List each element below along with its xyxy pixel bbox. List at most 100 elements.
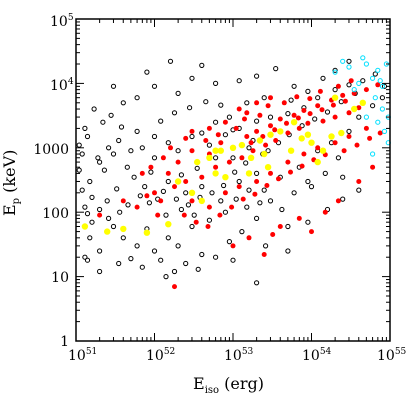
data-point bbox=[279, 206, 285, 213]
data-point bbox=[346, 58, 352, 64]
data-point bbox=[172, 284, 177, 290]
data-point bbox=[322, 170, 328, 176]
data-point bbox=[206, 204, 212, 210]
data-point bbox=[114, 186, 120, 192]
data-point bbox=[97, 248, 103, 254]
data-point bbox=[82, 254, 88, 260]
y-axis-title: Ep (keV) bbox=[0, 150, 22, 216]
data-point bbox=[309, 229, 314, 235]
data-point bbox=[379, 83, 385, 89]
data-point bbox=[194, 165, 200, 171]
data-point bbox=[296, 125, 302, 131]
data-point bbox=[328, 133, 335, 140]
data-point bbox=[81, 223, 89, 230]
data-point bbox=[173, 196, 179, 202]
data-point bbox=[221, 182, 227, 189]
data-point bbox=[189, 133, 195, 140]
data-point bbox=[152, 190, 157, 196]
data-point bbox=[346, 82, 352, 88]
data-point bbox=[118, 124, 125, 130]
data-point bbox=[370, 75, 376, 81]
data-point bbox=[381, 128, 388, 134]
data-point bbox=[375, 82, 381, 88]
data-point bbox=[139, 170, 145, 176]
data-point bbox=[243, 160, 249, 166]
y-tick-label: 1000 bbox=[33, 142, 69, 158]
data-point bbox=[342, 98, 348, 104]
data-point bbox=[250, 148, 256, 154]
data-point bbox=[332, 69, 338, 75]
data-point bbox=[206, 142, 212, 148]
data-point bbox=[277, 128, 284, 135]
data-point bbox=[116, 137, 122, 144]
data-point bbox=[236, 106, 242, 112]
data-point bbox=[167, 58, 174, 64]
data-point bbox=[155, 212, 161, 218]
data-point bbox=[299, 123, 305, 129]
data-point bbox=[351, 87, 357, 93]
data-point bbox=[79, 187, 85, 193]
data-point bbox=[134, 204, 140, 210]
data-point bbox=[148, 169, 154, 175]
y-tick-label: 104 bbox=[50, 77, 74, 94]
data-point bbox=[305, 120, 311, 126]
data-point bbox=[254, 170, 260, 176]
data-point bbox=[304, 131, 312, 138]
data-point bbox=[296, 215, 302, 221]
data-point bbox=[307, 111, 313, 117]
data-point bbox=[188, 189, 196, 196]
data-point bbox=[128, 256, 134, 262]
data-point bbox=[295, 115, 301, 121]
data-point bbox=[206, 217, 212, 223]
data-point bbox=[87, 235, 93, 241]
data-point bbox=[236, 78, 242, 84]
data-point bbox=[246, 235, 252, 241]
data-point bbox=[212, 147, 219, 154]
data-point bbox=[226, 159, 232, 165]
x-axis-title: Eiso (erg) bbox=[193, 374, 264, 396]
x-tick-label: 1055 bbox=[377, 347, 407, 364]
data-point bbox=[261, 150, 268, 158]
data-point bbox=[379, 106, 385, 112]
data-point bbox=[254, 73, 260, 79]
x-tick-label: 1053 bbox=[224, 347, 254, 364]
data-point bbox=[84, 133, 91, 140]
data-point bbox=[332, 67, 338, 73]
data-point bbox=[264, 183, 270, 188]
x-tick-label: 1054 bbox=[302, 347, 332, 364]
data-point bbox=[338, 99, 344, 105]
data-point bbox=[76, 167, 82, 173]
data-point bbox=[120, 225, 127, 233]
data-point bbox=[175, 159, 181, 165]
data-point bbox=[142, 184, 148, 190]
data-point bbox=[146, 200, 152, 206]
data-point bbox=[236, 184, 242, 190]
data-point bbox=[285, 111, 291, 117]
data-point bbox=[244, 110, 250, 116]
data-point bbox=[338, 129, 345, 137]
data-point bbox=[131, 174, 137, 180]
data-point bbox=[104, 228, 111, 235]
data-point bbox=[175, 90, 181, 97]
data-point bbox=[238, 141, 246, 149]
data-point bbox=[265, 103, 271, 109]
data-point bbox=[268, 170, 273, 176]
data-point bbox=[205, 224, 211, 229]
data-point bbox=[263, 243, 269, 249]
data-point bbox=[239, 229, 245, 235]
data-point bbox=[264, 164, 272, 171]
data-point bbox=[332, 87, 338, 93]
data-point bbox=[287, 147, 295, 154]
data-point bbox=[354, 142, 360, 148]
data-point bbox=[206, 125, 212, 131]
data-point bbox=[360, 55, 366, 61]
data-point bbox=[294, 94, 300, 100]
data-point bbox=[230, 243, 236, 249]
data-point bbox=[272, 127, 278, 133]
data-point bbox=[203, 99, 209, 105]
data-point bbox=[356, 105, 362, 111]
data-point bbox=[209, 190, 215, 196]
data-point bbox=[346, 110, 352, 116]
data-point bbox=[175, 243, 181, 249]
data-point bbox=[254, 280, 260, 286]
